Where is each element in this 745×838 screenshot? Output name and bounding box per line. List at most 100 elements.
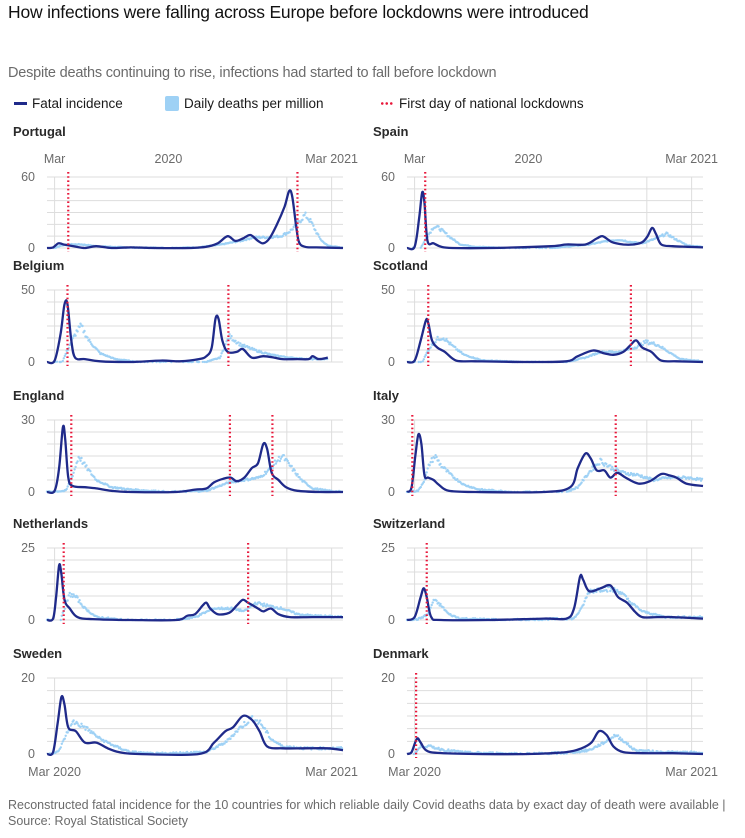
- daily-deaths-point: [296, 473, 299, 476]
- daily-deaths-point: [243, 479, 246, 483]
- y-tick-label-zero: 0: [388, 485, 395, 499]
- daily-deaths-point: [287, 461, 290, 465]
- daily-deaths-point: [98, 350, 101, 354]
- daily-deaths-point: [260, 724, 264, 727]
- daily-deaths-point: [642, 340, 645, 343]
- daily-deaths-point: [69, 595, 72, 598]
- daily-deaths-point: [586, 474, 589, 477]
- daily-deaths-point: [63, 354, 66, 358]
- daily-deaths-point: [317, 233, 320, 236]
- daily-deaths-point: [242, 345, 245, 348]
- panel-title: Portugal: [13, 124, 66, 139]
- daily-deaths-point: [417, 360, 420, 364]
- x-tick-label-bottom: Mar 2021: [305, 765, 358, 779]
- daily-deaths-point: [197, 614, 201, 618]
- daily-deaths-point: [230, 334, 233, 338]
- daily-deaths-point: [578, 609, 581, 612]
- panel-spain: Spain 60 0 Mar 2020 Mar 2021: [360, 124, 720, 255]
- fatal-incidence-swatch-icon: [14, 102, 27, 105]
- daily-deaths-point: [609, 464, 612, 467]
- daily-deaths-point: [439, 229, 442, 233]
- daily-deaths-point: [437, 459, 440, 462]
- chart-svg-sweden: 20 0 Mar 2020 Mar 2021: [21, 671, 358, 779]
- y-tick-label-zero: 0: [388, 355, 395, 369]
- daily-deaths-point: [261, 604, 265, 608]
- daily-deaths-point: [60, 614, 63, 617]
- daily-deaths-point: [442, 606, 445, 609]
- daily-deaths-point: [599, 744, 602, 747]
- daily-deaths-point: [293, 469, 296, 472]
- daily-deaths-point: [652, 341, 655, 344]
- daily-deaths-point: [185, 750, 189, 754]
- daily-deaths-point: [71, 474, 74, 478]
- daily-deaths-point: [580, 606, 583, 609]
- daily-deaths-point: [197, 360, 201, 364]
- daily-deaths-point: [439, 462, 442, 466]
- fatal-incidence-line: [46, 424, 344, 495]
- daily-deaths-point: [422, 358, 425, 361]
- legend-item-daily-deaths: Daily deaths per million: [165, 96, 324, 111]
- daily-deaths-point: [70, 593, 73, 596]
- daily-deaths-point: [585, 596, 588, 599]
- chart-svg-spain: 60 0 Mar 2020 Mar 2021: [381, 152, 718, 255]
- daily-deaths-point: [247, 721, 250, 724]
- daily-deaths-point: [605, 462, 608, 466]
- daily-deaths-point: [63, 737, 66, 740]
- daily-deaths-point: [245, 238, 248, 242]
- daily-deaths-point: [584, 748, 587, 751]
- daily-deaths-point: [433, 456, 436, 460]
- daily-deaths-point: [444, 467, 447, 470]
- y-tick-label-zero: 0: [388, 747, 395, 761]
- daily-deaths-point: [255, 348, 258, 352]
- daily-deaths-point: [292, 225, 295, 229]
- daily-deaths-point: [65, 487, 68, 491]
- daily-deaths-point: [700, 477, 704, 480]
- daily-deaths-point: [79, 459, 82, 462]
- daily-deaths-point: [93, 476, 96, 479]
- y-tick-label-max: 30: [21, 413, 35, 427]
- lockdown-swatch-icon: [380, 102, 394, 105]
- daily-deaths-point: [278, 742, 282, 745]
- daily-deaths-point: [588, 592, 591, 595]
- daily-deaths-point: [430, 457, 433, 460]
- daily-deaths-point: [583, 600, 586, 603]
- y-tick-label-max: 20: [381, 671, 395, 685]
- chart-svg-belgium: 50 0: [21, 283, 343, 369]
- daily-deaths-point: [598, 463, 601, 466]
- y-tick-label-zero: 0: [28, 613, 35, 627]
- daily-deaths-point: [88, 728, 91, 732]
- daily-deaths-point: [77, 600, 80, 604]
- daily-deaths-point: [86, 336, 89, 339]
- daily-deaths-series: [405, 454, 704, 494]
- daily-deaths-point: [616, 734, 620, 737]
- chart-svg-switzerland: 25 0: [381, 541, 704, 627]
- daily-deaths-point: [448, 235, 451, 238]
- daily-deaths-swatch-icon: [165, 96, 179, 111]
- y-tick-label-max: 60: [381, 170, 395, 184]
- daily-deaths-point: [290, 464, 293, 468]
- daily-deaths-point: [201, 360, 205, 364]
- daily-deaths-point: [73, 468, 76, 471]
- daily-deaths-point: [276, 459, 280, 462]
- x-tick-label-bottom: Mar 2020: [28, 765, 81, 779]
- daily-deaths-point: [264, 472, 268, 475]
- x-tick-label-top: Mar 2021: [665, 152, 718, 166]
- daily-deaths-point: [300, 478, 303, 481]
- daily-deaths-point: [55, 360, 59, 363]
- y-tick-label-zero: 0: [388, 241, 395, 255]
- daily-deaths-point: [618, 736, 622, 739]
- daily-deaths-point: [435, 338, 438, 341]
- daily-deaths-point: [286, 459, 289, 463]
- x-tick-label-top: 2020: [515, 152, 543, 166]
- daily-deaths-point: [263, 727, 267, 730]
- fatal-incidence-line: [46, 563, 343, 622]
- chart-svg-portugal: 60 0 Mar 2020 Mar 2021: [21, 152, 358, 255]
- panel-denmark: Denmark 20 0 Mar 2020 Mar 2021: [360, 646, 720, 779]
- panel-title: Netherlands: [13, 516, 89, 531]
- daily-deaths-point: [437, 601, 440, 604]
- daily-deaths-point: [427, 349, 430, 352]
- daily-deaths-point: [294, 472, 297, 475]
- daily-deaths-point: [435, 599, 438, 602]
- daily-deaths-point: [256, 719, 259, 722]
- daily-deaths-point: [318, 235, 321, 239]
